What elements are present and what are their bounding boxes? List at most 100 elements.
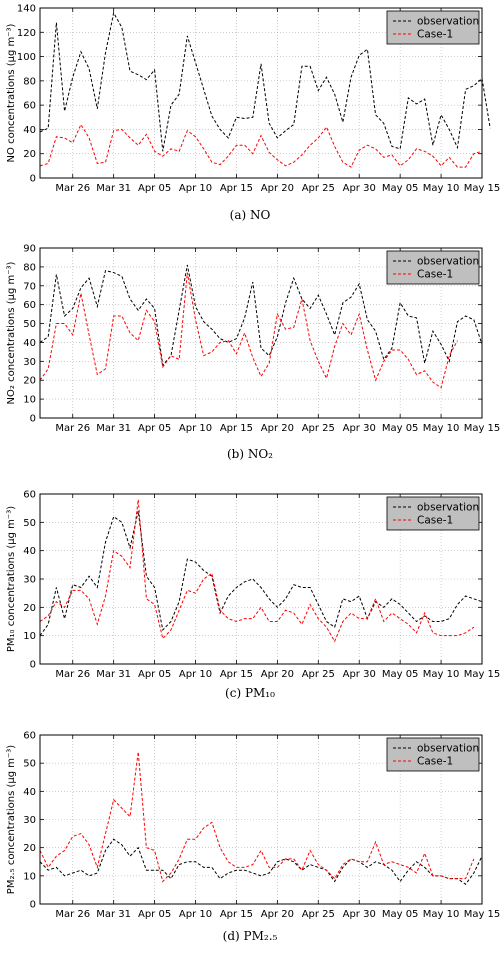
y-tick-label: 80 xyxy=(23,262,36,273)
series-line-observation xyxy=(39,264,483,367)
x-tick-label: Apr 20 xyxy=(261,669,294,680)
x-tick-label: Apr 15 xyxy=(220,669,253,680)
x-tick-label: Mar 26 xyxy=(55,183,90,194)
chart-panel-2: 0 10 20 30 40 50 60 Mar 26 Mar 31 Apr 05 Apr 10 Apr… xyxy=(6,490,500,681)
y-tick-label: 60 xyxy=(23,731,36,742)
series-line-case-1 xyxy=(39,751,475,883)
series-line-observation xyxy=(39,838,483,885)
plot-frame xyxy=(39,7,483,179)
y-tick-label: 140 xyxy=(17,4,36,15)
x-tick-label: Apr 30 xyxy=(343,909,376,920)
y-tick-label: 0 xyxy=(30,174,36,185)
y-tick-label: 20 xyxy=(23,376,36,387)
caption-pm25: (d) PM₂.₅ xyxy=(222,929,278,943)
chart-panel-1: 0 10 20 30 40 50 60 70 80 90 Mar 26 Mar 31 Apr 05 Apr… xyxy=(6,244,500,435)
y-tick-label: 40 xyxy=(23,338,36,349)
y-tick-label: 0 xyxy=(30,900,36,911)
x-tick-label: May 10 xyxy=(423,423,460,434)
x-tick-label: Mar 31 xyxy=(96,669,131,680)
x-tick-label: Apr 20 xyxy=(261,183,294,194)
x-tick-label: May 10 xyxy=(423,669,460,680)
x-tick-label: Apr 15 xyxy=(220,909,253,920)
y-tick-label: 50 xyxy=(23,319,36,330)
y-tick-label: 90 xyxy=(23,244,36,255)
legend-box xyxy=(386,737,480,772)
x-tick-label: Apr 10 xyxy=(179,909,212,920)
legend-box xyxy=(386,496,480,531)
y-tick-label: 20 xyxy=(23,149,36,160)
x-tick-label: Apr 15 xyxy=(220,423,253,434)
series-line-observation xyxy=(39,510,483,636)
legend-box xyxy=(386,10,480,45)
x-tick-label: Apr 10 xyxy=(179,183,212,194)
x-tick-label: Apr 05 xyxy=(138,423,171,434)
x-tick-label: May 05 xyxy=(382,423,419,434)
legend-label-case-1: Case-1 xyxy=(417,29,453,41)
y-tick-label: 50 xyxy=(23,759,36,770)
y-tick-label: 80 xyxy=(23,76,36,87)
x-tick-label: Apr 20 xyxy=(261,909,294,920)
x-tick-label: May 10 xyxy=(423,183,460,194)
y-tick-label: 120 xyxy=(17,28,36,39)
x-tick-label: Apr 30 xyxy=(343,423,376,434)
x-tick-label: Apr 30 xyxy=(343,669,376,680)
x-tick-label: Apr 20 xyxy=(261,423,294,434)
y-tick-label: 20 xyxy=(23,843,36,854)
y-tick-label: 60 xyxy=(23,490,36,501)
plot-frame xyxy=(39,734,483,905)
x-tick-label: May 15 xyxy=(464,183,500,194)
x-tick-label: May 15 xyxy=(464,669,500,680)
x-tick-label: Apr 05 xyxy=(138,669,171,680)
caption-no: (a) NO xyxy=(229,208,271,222)
series-line-case-1 xyxy=(39,272,458,389)
x-tick-label: May 15 xyxy=(464,909,500,920)
series-line-observation xyxy=(39,11,491,152)
legend-label-observation: observation xyxy=(417,256,479,268)
y-tick-label: 40 xyxy=(23,787,36,798)
y-axis-label: NO₂ concentrations (μg m⁻³) xyxy=(6,261,17,404)
x-tick-label: Apr 15 xyxy=(220,183,253,194)
x-tick-label: Mar 31 xyxy=(96,423,131,434)
plot-frame xyxy=(39,493,483,665)
y-tick-label: 20 xyxy=(23,603,36,614)
legend-label-observation: observation xyxy=(417,502,479,514)
caption-no2: (b) NO₂ xyxy=(226,447,273,461)
series-line-case-1 xyxy=(39,499,475,643)
y-axis-label: PM₂.₅ concentrations (μg m⁻³) xyxy=(6,745,17,894)
legend-label-case-1: Case-1 xyxy=(417,515,453,527)
series-line-case-1 xyxy=(39,123,483,168)
caption-pm10: (c) PM₁₀ xyxy=(225,686,275,700)
y-tick-label: 10 xyxy=(23,631,36,642)
y-tick-label: 60 xyxy=(23,101,36,112)
y-axis-label: NO concentrations (μg m⁻³) xyxy=(6,23,17,162)
x-tick-label: Mar 26 xyxy=(55,669,90,680)
x-tick-label: Apr 10 xyxy=(179,423,212,434)
x-tick-label: Apr 25 xyxy=(302,909,335,920)
x-tick-label: Mar 31 xyxy=(96,183,131,194)
y-tick-label: 30 xyxy=(23,575,36,586)
y-tick-label: 10 xyxy=(23,395,36,406)
x-tick-label: Apr 30 xyxy=(343,183,376,194)
y-tick-label: 100 xyxy=(17,52,36,63)
x-tick-label: Mar 26 xyxy=(55,423,90,434)
chart-panel-3: 0 10 20 30 40 50 60 Mar 26 Mar 31 Apr 05 Apr 10 Apr… xyxy=(6,731,500,921)
legend-label-observation: observation xyxy=(417,16,479,28)
legend-box xyxy=(386,250,480,285)
y-tick-label: 10 xyxy=(23,871,36,882)
x-tick-label: Apr 25 xyxy=(302,669,335,680)
x-tick-label: Apr 05 xyxy=(138,909,171,920)
x-tick-label: Apr 25 xyxy=(302,423,335,434)
y-tick-label: 70 xyxy=(23,281,36,292)
y-tick-label: 60 xyxy=(23,300,36,311)
legend-label-case-1: Case-1 xyxy=(417,269,453,281)
y-tick-label: 40 xyxy=(23,125,36,136)
legend-label-observation: observation xyxy=(417,743,479,755)
x-tick-label: May 05 xyxy=(382,909,419,920)
x-tick-label: Mar 26 xyxy=(55,909,90,920)
x-tick-label: May 05 xyxy=(382,669,419,680)
x-tick-label: Apr 25 xyxy=(302,183,335,194)
y-tick-label: 30 xyxy=(23,357,36,368)
y-tick-label: 0 xyxy=(30,660,36,671)
y-tick-label: 50 xyxy=(23,518,36,529)
